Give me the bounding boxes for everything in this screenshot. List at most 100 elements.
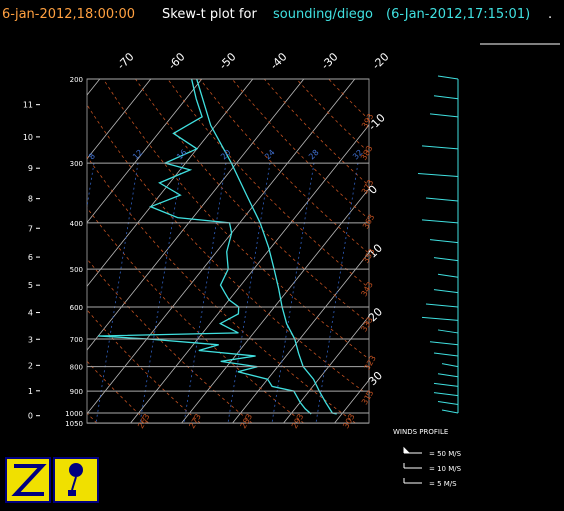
moist-label: 28 <box>307 148 321 162</box>
header-prefix: Skew-t plot for <box>162 7 257 22</box>
dry-adiabat <box>0 79 200 423</box>
wind-barb <box>434 383 458 386</box>
height-label: 7 <box>28 224 33 233</box>
moist-label: 16 <box>175 148 189 162</box>
moist-line <box>316 163 358 423</box>
logo-z <box>6 458 50 502</box>
wind-barb <box>442 364 458 367</box>
dewpoint-trace <box>98 79 311 414</box>
wind-barb <box>434 393 458 396</box>
pressure-label: 800 <box>70 364 83 372</box>
isotherm <box>0 79 253 423</box>
height-label: 0 <box>28 412 33 421</box>
pressure-label: 600 <box>70 304 83 312</box>
wind-barb <box>434 258 458 261</box>
isotherm <box>182 79 457 423</box>
wind-barb <box>442 410 458 413</box>
dry-adiabat <box>7 79 304 423</box>
adiabat-label: 303 <box>341 412 356 430</box>
pressure-label: 700 <box>70 336 83 344</box>
adiabat-label: 273 <box>187 412 202 430</box>
adiabat-label: 283 <box>239 412 254 430</box>
pressure-label: 900 <box>70 388 83 396</box>
height-label: 2 <box>28 361 33 370</box>
height-label: 10 <box>23 133 33 142</box>
wind-barb <box>430 240 458 243</box>
temp-label-top: -70 <box>115 50 137 72</box>
height-label: 5 <box>28 281 33 290</box>
temp-label-top: -50 <box>217 50 239 72</box>
isotherm <box>284 79 559 423</box>
height-label: 9 <box>28 164 33 173</box>
wind-barb <box>430 114 458 117</box>
isotherm <box>386 79 564 423</box>
wind-barb <box>430 342 458 345</box>
pressure-label: 200 <box>70 76 83 84</box>
pressure-label: 1000 <box>65 410 83 418</box>
pressure-label: 400 <box>70 220 83 228</box>
temp-label-top: -60 <box>166 50 188 72</box>
wind-barb <box>438 76 458 79</box>
wind-barb <box>438 274 458 277</box>
adiabat-label: 343 <box>359 280 374 298</box>
adiabat-label: 293 <box>290 412 305 430</box>
winds-title: WINDS PROFILE <box>393 428 448 436</box>
height-label: 1 <box>28 387 33 396</box>
temp-label-top: -30 <box>319 50 341 72</box>
wind-barb <box>418 174 458 177</box>
legend-label: = 50 M/S <box>429 450 462 458</box>
moist-label: 12 <box>131 148 145 162</box>
dry-adiabat <box>264 79 564 423</box>
height-label: 11 <box>23 101 33 110</box>
adiabat-label: 263 <box>136 412 151 430</box>
wind-barb <box>438 374 458 377</box>
header-station: sounding/diego <box>273 7 373 22</box>
height-label: 6 <box>28 253 33 262</box>
temp-label-top: -20 <box>370 50 392 72</box>
dry-adiabat <box>136 79 511 423</box>
moist-label: 24 <box>263 148 277 162</box>
isotherm <box>131 79 406 423</box>
moist-line <box>52 163 94 423</box>
header-end: . <box>548 7 552 22</box>
moist-label: 8 <box>87 151 97 161</box>
pressure-label: 500 <box>70 266 83 274</box>
temperature-trace <box>197 79 337 414</box>
legend-barb <box>404 478 422 483</box>
pressure-label: 1050 <box>65 420 83 428</box>
isotherm <box>0 79 49 423</box>
temp-label-top: -40 <box>268 50 290 72</box>
adiabat-label: 363 <box>361 213 376 231</box>
header-issued: (6-Jan-2012,17:15:01) <box>386 7 530 22</box>
isotherm <box>0 79 100 423</box>
height-label: 3 <box>28 335 33 344</box>
wind-barb <box>434 96 458 99</box>
wind-barb <box>422 220 458 223</box>
height-label: 8 <box>28 195 33 204</box>
header-time: 6-jan-2012,18:00:00 <box>2 7 135 22</box>
legend-label: = 5 M/S <box>429 480 457 488</box>
dry-adiabat <box>39 79 356 423</box>
wind-barb <box>434 290 458 293</box>
legend-label: = 10 M/S <box>429 465 462 473</box>
moist-line <box>96 163 138 423</box>
plot-frame <box>87 79 369 423</box>
wind-barb <box>426 198 458 201</box>
plot-area <box>0 79 564 423</box>
wind-barb <box>422 146 458 149</box>
legend-barb <box>404 463 422 468</box>
wind-barb <box>438 401 458 404</box>
wind-barb <box>438 330 458 333</box>
wind-barb <box>422 317 458 320</box>
dry-adiabat <box>232 79 564 423</box>
wind-barb <box>426 304 458 307</box>
logo-balloon <box>54 458 98 502</box>
wind-barb <box>434 353 458 356</box>
dry-adiabat <box>297 79 564 423</box>
pressure-label: 300 <box>70 160 83 168</box>
isotherm <box>80 79 355 423</box>
dry-adiabat <box>103 79 459 423</box>
moist-label: 20 <box>219 148 233 162</box>
